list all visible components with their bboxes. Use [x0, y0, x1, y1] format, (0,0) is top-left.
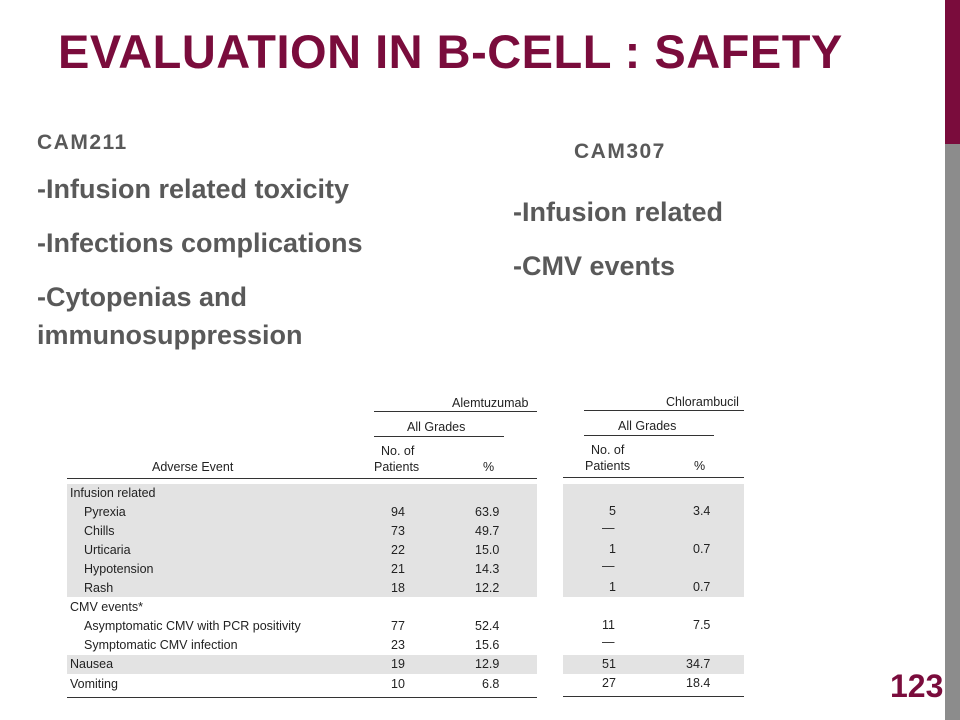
- group-header-chlorambucil: Chlorambucil: [666, 395, 739, 409]
- slide-title: EVALUATION IN B-CELL : SAFETY: [58, 25, 843, 78]
- col-no-chlor: No. of: [591, 443, 625, 457]
- accent-bar: [945, 0, 960, 144]
- cell-chlor-n: 1: [609, 542, 616, 556]
- cell-alem-pct: 15.6: [475, 638, 500, 652]
- cell-alem-n: 19: [391, 657, 405, 671]
- bullet-cytopenias: -Cytopenias and immunosuppression: [37, 282, 303, 350]
- row-label: Chills: [84, 524, 115, 538]
- cell-alem-n: 23: [391, 638, 405, 652]
- col-patients-chlor: Patients: [585, 459, 631, 473]
- cell-alem-pct: 49.7: [475, 524, 500, 538]
- cell-chlor-pct: 7.5: [693, 618, 711, 632]
- rule: [563, 477, 744, 478]
- side-bar: [945, 144, 960, 720]
- cell-chlor-n: 11: [602, 618, 615, 632]
- all-grades-alem: All Grades: [407, 420, 466, 434]
- row-label: Rash: [84, 581, 114, 595]
- bullet-cmv-events: -CMV events: [513, 251, 676, 281]
- cell-alem-pct: 14.3: [475, 562, 500, 576]
- cell-alem-n: 21: [391, 562, 405, 576]
- row-label: Asymptomatic CMV with PCR positivity: [84, 619, 301, 633]
- cell-chlor-pct: 0.7: [693, 580, 711, 594]
- page-number: 123: [890, 668, 944, 704]
- row-label: CMV events*: [70, 600, 143, 614]
- study-label-cam211: CAM211: [37, 131, 128, 154]
- cell-alem-pct: 52.4: [475, 619, 500, 633]
- col-pct-alem: %: [483, 460, 495, 474]
- rule: [67, 478, 537, 479]
- row-label: Symptomatic CMV infection: [84, 638, 238, 652]
- cell-chlor-n: 51: [602, 657, 616, 671]
- rule: [584, 410, 744, 411]
- rule: [374, 411, 537, 412]
- cell-chlor-pct: 34.7: [686, 657, 711, 671]
- all-grades-chlor: All Grades: [618, 419, 677, 433]
- cell-chlor-pct: 18.4: [686, 676, 711, 690]
- bullet-infusion-related: -Infusion related: [513, 197, 724, 227]
- rule: [584, 435, 714, 436]
- shade-infusion-right: [563, 484, 744, 597]
- study-label-cam307: CAM307: [574, 140, 666, 163]
- cell-chlor-pct: 3.4: [693, 504, 711, 518]
- shade-infusion-left: [67, 484, 537, 597]
- col-no-alem: No. of: [381, 444, 415, 458]
- col-patients-alem: Patients: [374, 460, 420, 474]
- cell-alem-n: 77: [391, 619, 405, 633]
- cell-alem-pct: 12.9: [475, 657, 500, 671]
- cell-chlor-n: —: [602, 559, 615, 573]
- cell-chlor-n: 1: [609, 580, 616, 594]
- rule: [374, 436, 504, 437]
- row-label: Infusion related: [70, 486, 156, 500]
- bullet-infusion-toxicity: -Infusion related toxicity: [37, 174, 350, 204]
- row-label: Hypotension: [84, 562, 154, 576]
- cell-alem-pct: 15.0: [475, 543, 500, 557]
- cell-alem-n: 94: [391, 505, 405, 519]
- cell-alem-pct: 63.9: [475, 505, 500, 519]
- row-label: Pyrexia: [84, 505, 126, 519]
- rule: [563, 696, 744, 697]
- col-pct-chlor: %: [694, 459, 706, 473]
- cell-chlor-pct: 0.7: [693, 542, 711, 556]
- shade-nausea-right: [563, 655, 744, 674]
- cell-alem-pct: 12.2: [475, 581, 500, 595]
- cell-alem-n: 73: [391, 524, 405, 538]
- row-label: Urticaria: [84, 543, 131, 557]
- group-header-alemtuzumab: Alemtuzumab: [452, 396, 529, 410]
- shade-nausea-left: [67, 655, 537, 674]
- cell-chlor-n: 5: [609, 504, 616, 518]
- cell-alem-n: 18: [391, 581, 405, 595]
- cell-chlor-n: —: [602, 521, 615, 535]
- cell-alem-n: 22: [391, 543, 405, 557]
- cell-chlor-n: —: [602, 635, 615, 649]
- cell-alem-n: 10: [391, 677, 405, 691]
- row-label: Nausea: [70, 657, 114, 671]
- cell-chlor-n: 27: [602, 676, 616, 690]
- col-adverse-event: Adverse Event: [152, 460, 234, 474]
- bullet-infections: -Infections complications: [37, 228, 363, 258]
- cell-alem-pct: 6.8: [482, 677, 500, 691]
- rule: [67, 697, 537, 698]
- row-label: Vomiting: [70, 677, 118, 691]
